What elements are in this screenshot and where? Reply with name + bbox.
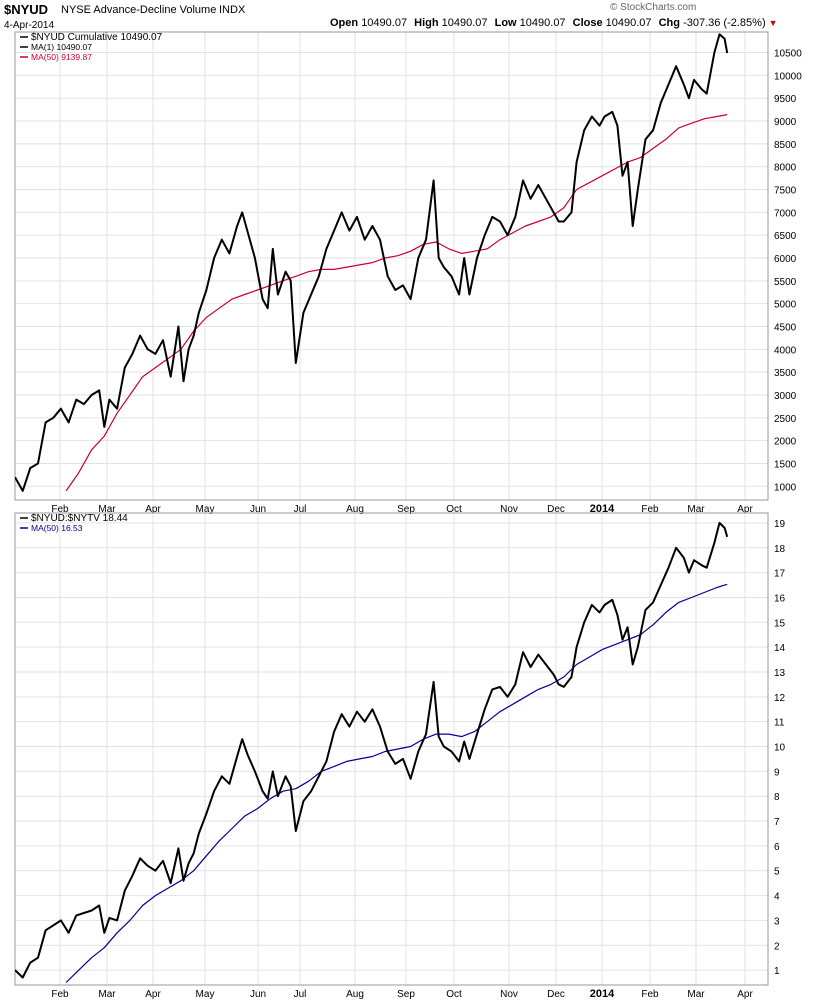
- bottom-y-tick-label: 13: [774, 668, 786, 679]
- top-y-tick-label: 8500: [774, 140, 797, 151]
- top-y-tick-label: 3000: [774, 391, 797, 402]
- bottom-x-tick-label: Feb: [51, 989, 69, 1000]
- bottom-y-tick-label: 14: [774, 643, 786, 654]
- bottom-x-tick-label: Mar: [687, 989, 705, 1000]
- top-x-tick-label: 2014: [590, 503, 615, 515]
- bottom-y-tick-label: 16: [774, 593, 786, 604]
- top-x-tick-label: Mar: [98, 504, 116, 515]
- open-label: Open: [330, 17, 359, 29]
- close-label: Close: [572, 17, 603, 29]
- top-y-tick-label: 10000: [774, 71, 802, 82]
- watermark: © StockCharts.com: [610, 2, 697, 13]
- top-panel-frame: [14, 31, 769, 501]
- bottom-y-tick-label: 10: [774, 743, 786, 754]
- top-y-tick-label: 5500: [774, 277, 797, 288]
- exchange-label: INDX: [219, 4, 246, 16]
- close-value: 10490.07: [605, 17, 652, 29]
- top-legend-entry: MA(1) 10490.07: [31, 42, 92, 52]
- bottom-x-tick-label: Apr: [145, 989, 161, 1000]
- bottom-x-tick-label: Aug: [346, 989, 364, 1000]
- ohlc-readout: Open 10490.07 High 10490.07 Low 10490.07…: [330, 17, 778, 29]
- bottom-legend-entry: MA(50) 16.53: [31, 523, 83, 533]
- top-y-tick-label: 4500: [774, 322, 797, 333]
- bottom-y-tick-label: 4: [774, 892, 780, 903]
- bottom-y-tick-label: 8: [774, 792, 780, 803]
- top-x-tick-label: Feb: [641, 504, 659, 515]
- top-y-tick-label: 7000: [774, 208, 797, 219]
- top-y-tick-label: 1500: [774, 459, 797, 470]
- bottom-x-tick-label: Nov: [500, 989, 518, 1000]
- bottom-y-tick-label: 1: [774, 966, 780, 977]
- bottom-x-tick-label: May: [196, 989, 215, 1000]
- top-x-tick-label: Jun: [250, 504, 266, 515]
- bottom-x-tick-label: Dec: [547, 989, 565, 1000]
- top-y-tick-label: 6000: [774, 254, 797, 265]
- top-y-tick-label: 9500: [774, 94, 797, 105]
- top-y-tick-label: 4000: [774, 345, 797, 356]
- bottom-y-tick-label: 17: [774, 569, 786, 580]
- top-legend-entry: $NYUD Cumulative 10490.07: [31, 32, 163, 43]
- top-y-tick-label: 5000: [774, 300, 797, 311]
- bottom-series-price-line: [15, 521, 729, 979]
- top-y-tick-label: 3500: [774, 368, 797, 379]
- top-x-tick-label: Nov: [500, 504, 518, 515]
- bottom-legend-entry: $NYUD:$NYTV 18.44: [31, 513, 128, 524]
- top-y-tick-label: 2500: [774, 414, 797, 425]
- bottom-y-tick-label: 12: [774, 693, 786, 704]
- date-label: 4-Apr-2014: [4, 20, 55, 31]
- top-y-tick-label: 1000: [774, 482, 797, 493]
- bottom-x-tick-label: 2014: [590, 988, 615, 1000]
- bottom-series-ma50-line: [65, 583, 728, 983]
- bottom-x-tick-label: Jun: [250, 989, 266, 1000]
- bottom-y-tick-label: 9: [774, 767, 780, 778]
- top-x-tick-label: Aug: [346, 504, 364, 515]
- top-series-ma50-line: [65, 114, 728, 492]
- top-y-tick-label: 8000: [774, 163, 797, 174]
- bottom-y-tick-label: 2: [774, 941, 780, 952]
- top-x-tick-label: Dec: [547, 504, 565, 515]
- bottom-x-tick-label: Feb: [641, 989, 659, 1000]
- bottom-y-tick-label: 15: [774, 618, 786, 629]
- high-label: High: [414, 17, 439, 29]
- low-value: 10490.07: [519, 17, 566, 29]
- bottom-y-tick-label: 11: [774, 718, 785, 729]
- bottom-panel-frame: [14, 512, 769, 986]
- bottom-x-tick-label: Jul: [294, 989, 307, 1000]
- top-x-tick-label: Apr: [145, 504, 161, 515]
- top-y-tick-label: 10500: [774, 49, 802, 60]
- bottom-y-tick-label: 6: [774, 842, 780, 853]
- bottom-x-tick-label: Oct: [446, 989, 462, 1000]
- top-series-price-line: [15, 33, 729, 492]
- high-value: 10490.07: [441, 17, 488, 29]
- top-y-tick-label: 9000: [774, 117, 797, 128]
- bottom-y-tick-label: 5: [774, 867, 780, 878]
- bottom-x-tick-label: Sep: [397, 989, 415, 1000]
- bottom-x-tick-label: Mar: [98, 989, 116, 1000]
- bottom-x-tick-label: Apr: [737, 989, 753, 1000]
- bottom-y-tick-label: 19: [774, 519, 786, 530]
- symbol-label: $NYUD: [4, 2, 49, 17]
- top-y-tick-label: 6500: [774, 231, 797, 242]
- top-x-tick-label: Jul: [294, 504, 307, 515]
- top-legend-entry: MA(50) 9139.87: [31, 52, 92, 62]
- top-x-tick-label: Sep: [397, 504, 415, 515]
- chg-value: -307.36 (-2.85%): [683, 17, 766, 29]
- bottom-y-tick-label: 3: [774, 916, 780, 927]
- top-x-tick-label: Mar: [687, 504, 705, 515]
- description-label: NYSE Advance-Decline Volume: [61, 4, 217, 16]
- bottom-y-tick-label: 18: [774, 544, 786, 555]
- down-triangle-icon: ▼: [768, 18, 778, 28]
- low-label: Low: [494, 17, 517, 29]
- chg-label: Chg: [658, 17, 680, 29]
- open-value: 10490.07: [361, 17, 408, 29]
- top-y-tick-label: 2000: [774, 437, 797, 448]
- top-x-tick-label: May: [196, 504, 215, 515]
- top-x-tick-label: Apr: [737, 504, 753, 515]
- top-y-tick-label: 7500: [774, 186, 797, 197]
- top-x-tick-label: Feb: [51, 504, 69, 515]
- top-x-tick-label: Oct: [446, 504, 462, 515]
- bottom-y-tick-label: 7: [774, 817, 780, 828]
